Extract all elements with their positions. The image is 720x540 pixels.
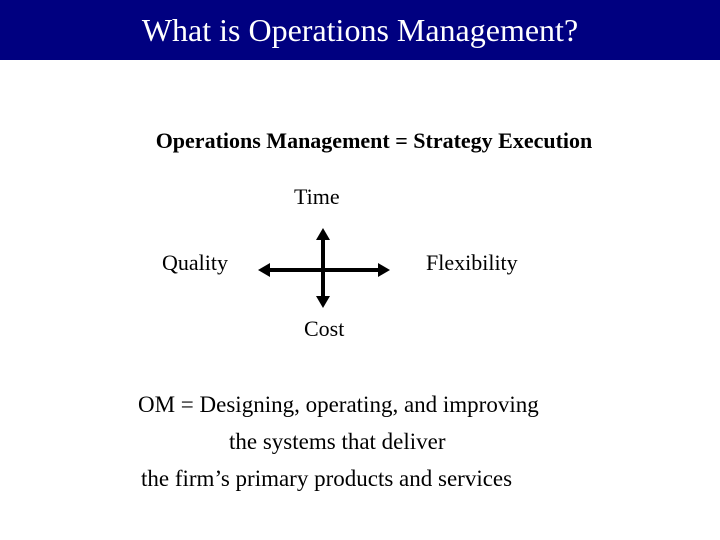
slide-title: What is Operations Management?: [141, 12, 579, 48]
label-cost: Cost: [304, 316, 345, 341]
label-time: Time: [294, 184, 340, 209]
definition-line: the systems that deliver: [229, 429, 446, 454]
vertical-double-arrow: [316, 228, 330, 308]
label-quality: Quality: [162, 250, 228, 275]
label-flexibility: Flexibility: [426, 250, 518, 275]
slide-subtitle: Operations Management = Strategy Executi…: [155, 128, 593, 153]
title-bar: What is Operations Management?: [0, 0, 720, 60]
definition-line: OM = Designing, operating, and improving: [138, 392, 539, 417]
definition-line: the firm’s primary products and services: [141, 466, 513, 491]
